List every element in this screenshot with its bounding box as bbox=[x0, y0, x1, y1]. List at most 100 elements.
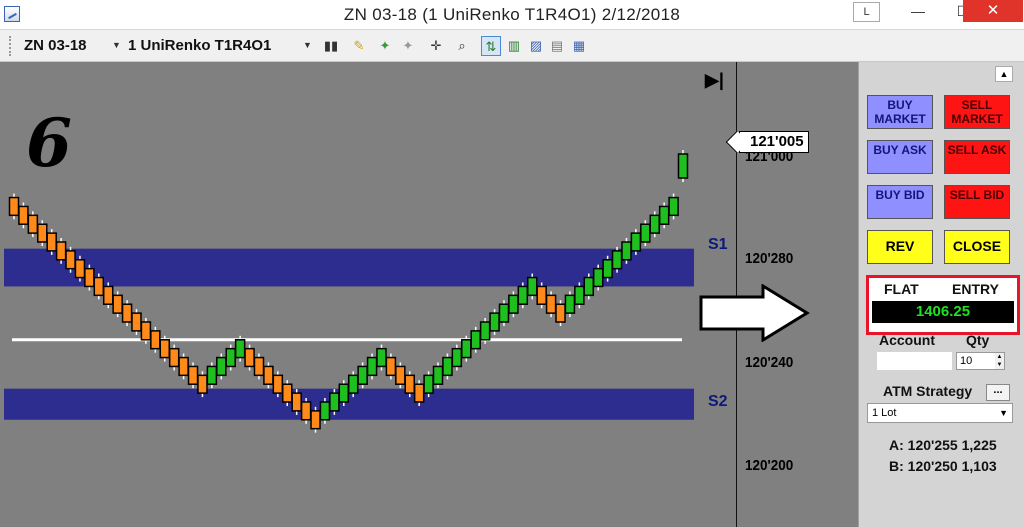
panel-scroll-up-button[interactable]: ▲ bbox=[995, 66, 1013, 82]
ask-side-label: A: bbox=[889, 437, 904, 453]
up-bar bbox=[357, 365, 368, 385]
up-bar bbox=[442, 356, 453, 377]
strategies-icon[interactable]: ▨ bbox=[529, 38, 543, 53]
resistance-zone-label: S1 bbox=[708, 236, 728, 253]
chart-trader-icon[interactable]: ⇅ bbox=[481, 36, 501, 56]
chevron-down-icon: ▼ bbox=[999, 408, 1008, 418]
down-bar bbox=[93, 276, 105, 297]
buy-ask-button[interactable]: BUY ASK bbox=[867, 140, 933, 174]
y-tick-label: 120'240 bbox=[745, 354, 794, 371]
minimize-button[interactable]: — bbox=[911, 3, 925, 19]
instrument-dropdown-icon[interactable]: ▼ bbox=[112, 40, 121, 50]
up-bar bbox=[526, 276, 538, 297]
bar-type-selector[interactable]: 1 UniRenko T1R4O1 bbox=[128, 37, 272, 54]
chart-toolbar: ZN 03-18 ▼ 1 UniRenko T1R4O1 ▼ ▮▮ ✎ ✦ ✦ … bbox=[0, 30, 1024, 62]
toolbar-grip[interactable] bbox=[9, 36, 12, 56]
up-bar bbox=[479, 321, 491, 341]
indicators-icon[interactable]: ▥ bbox=[507, 38, 521, 53]
sell-bid-button[interactable]: SELL BID bbox=[944, 185, 1010, 219]
zoom-icon[interactable]: ⌕ bbox=[458, 38, 466, 53]
down-bar bbox=[187, 365, 199, 385]
down-bar bbox=[263, 365, 274, 385]
up-bar bbox=[423, 374, 434, 394]
down-bar bbox=[310, 410, 321, 430]
chart-trader-panel: ▲ BUY MARKET SELL MARKET BUY ASK SELL AS… bbox=[858, 62, 1024, 527]
price-chart[interactable]: 6 S1 S2 ▶| bbox=[0, 62, 736, 527]
data-box-icon[interactable]: ▦ bbox=[572, 38, 586, 53]
go-to-end-icon[interactable]: ▶| bbox=[705, 70, 724, 90]
down-bar bbox=[8, 196, 20, 217]
position-status: FLAT bbox=[884, 281, 919, 297]
up-bar bbox=[461, 339, 472, 359]
sell-ask-button[interactable]: SELL ASK bbox=[944, 140, 1010, 174]
down-bar bbox=[131, 312, 142, 332]
up-bar bbox=[602, 259, 613, 279]
up-bar bbox=[658, 205, 670, 225]
bar-type-dropdown-icon[interactable]: ▼ bbox=[303, 40, 312, 50]
price-axis[interactable]: 121'000 121'005 120'280 120'240 120'200 bbox=[736, 62, 858, 527]
crosshair-icon[interactable]: ✛ bbox=[430, 38, 442, 53]
down-bar bbox=[37, 223, 48, 243]
up-bar bbox=[649, 214, 660, 234]
up-bar bbox=[319, 401, 331, 421]
position-mode: ENTRY bbox=[952, 281, 999, 297]
atm-strategy-label: ATM Strategy bbox=[883, 383, 973, 399]
down-bar bbox=[536, 285, 547, 305]
down-bar bbox=[27, 214, 39, 234]
up-bar bbox=[329, 392, 340, 412]
down-bar bbox=[385, 356, 397, 377]
qty-label: Qty bbox=[966, 332, 990, 348]
close-position-button[interactable]: CLOSE bbox=[944, 230, 1010, 264]
ask-size: 1,225 bbox=[961, 437, 997, 453]
up-bar bbox=[517, 285, 529, 305]
down-bar bbox=[159, 339, 171, 359]
bid-size: 1,103 bbox=[961, 458, 997, 474]
ask-price: 120'255 bbox=[907, 437, 958, 453]
instrument-selector[interactable]: ZN 03-18 bbox=[24, 37, 87, 54]
qty-spinner[interactable]: ▲ ▼ bbox=[995, 352, 1005, 370]
up-bar bbox=[630, 232, 642, 252]
account-select[interactable] bbox=[877, 352, 952, 370]
down-bar bbox=[46, 232, 57, 252]
down-bar bbox=[282, 383, 293, 403]
down-bar bbox=[168, 347, 180, 368]
up-bar bbox=[347, 374, 359, 394]
reverse-button[interactable]: REV bbox=[867, 230, 933, 264]
up-bar bbox=[366, 356, 378, 377]
down-bar bbox=[300, 401, 312, 421]
qty-input[interactable]: 10 bbox=[956, 352, 996, 370]
up-bar bbox=[432, 365, 444, 385]
down-bar bbox=[291, 392, 302, 412]
position-display: FLAT ENTRY 1406.25 bbox=[866, 275, 1020, 335]
atm-strategy-button[interactable]: ... bbox=[986, 384, 1010, 401]
close-button[interactable]: ✕ bbox=[963, 0, 1023, 22]
down-bar bbox=[55, 241, 67, 261]
down-bar bbox=[272, 374, 284, 394]
up-bar bbox=[508, 294, 519, 314]
atm-strategy-select[interactable]: 1 Lot ▼ bbox=[867, 403, 1013, 423]
buy-bid-button[interactable]: BUY BID bbox=[867, 185, 933, 219]
up-bar bbox=[234, 339, 246, 359]
down-bar bbox=[404, 374, 415, 394]
buy-market-button[interactable]: BUY MARKET bbox=[867, 95, 933, 129]
sell-market-button[interactable]: SELL MARKET bbox=[944, 95, 1010, 129]
account-label: Account bbox=[879, 332, 935, 348]
up-bar bbox=[470, 330, 481, 350]
snap-icon[interactable]: ✦ bbox=[402, 38, 414, 53]
bid-quote: B: 120'250 1,103 bbox=[889, 458, 997, 474]
drawing-tool-icon[interactable]: ✎ bbox=[353, 38, 365, 53]
chart-canvas[interactable] bbox=[0, 62, 736, 527]
link-button[interactable]: L bbox=[853, 2, 880, 22]
up-bar bbox=[225, 347, 236, 368]
y-tick-label: 120'200 bbox=[745, 457, 794, 474]
current-price-marker: 121'005 bbox=[739, 131, 809, 153]
window-title: ZN 03-18 (1 UniRenko T1R4O1) 2/12/2018 bbox=[343, 5, 681, 24]
pin-icon[interactable]: ✦ bbox=[379, 38, 391, 53]
down-bar bbox=[112, 294, 123, 314]
down-bar bbox=[178, 356, 189, 377]
up-bar bbox=[574, 285, 585, 305]
properties-icon[interactable]: ▤ bbox=[550, 38, 564, 53]
bar-style-icon[interactable]: ▮▮ bbox=[323, 38, 339, 53]
up-bar bbox=[451, 347, 463, 368]
down-bar bbox=[84, 267, 95, 288]
